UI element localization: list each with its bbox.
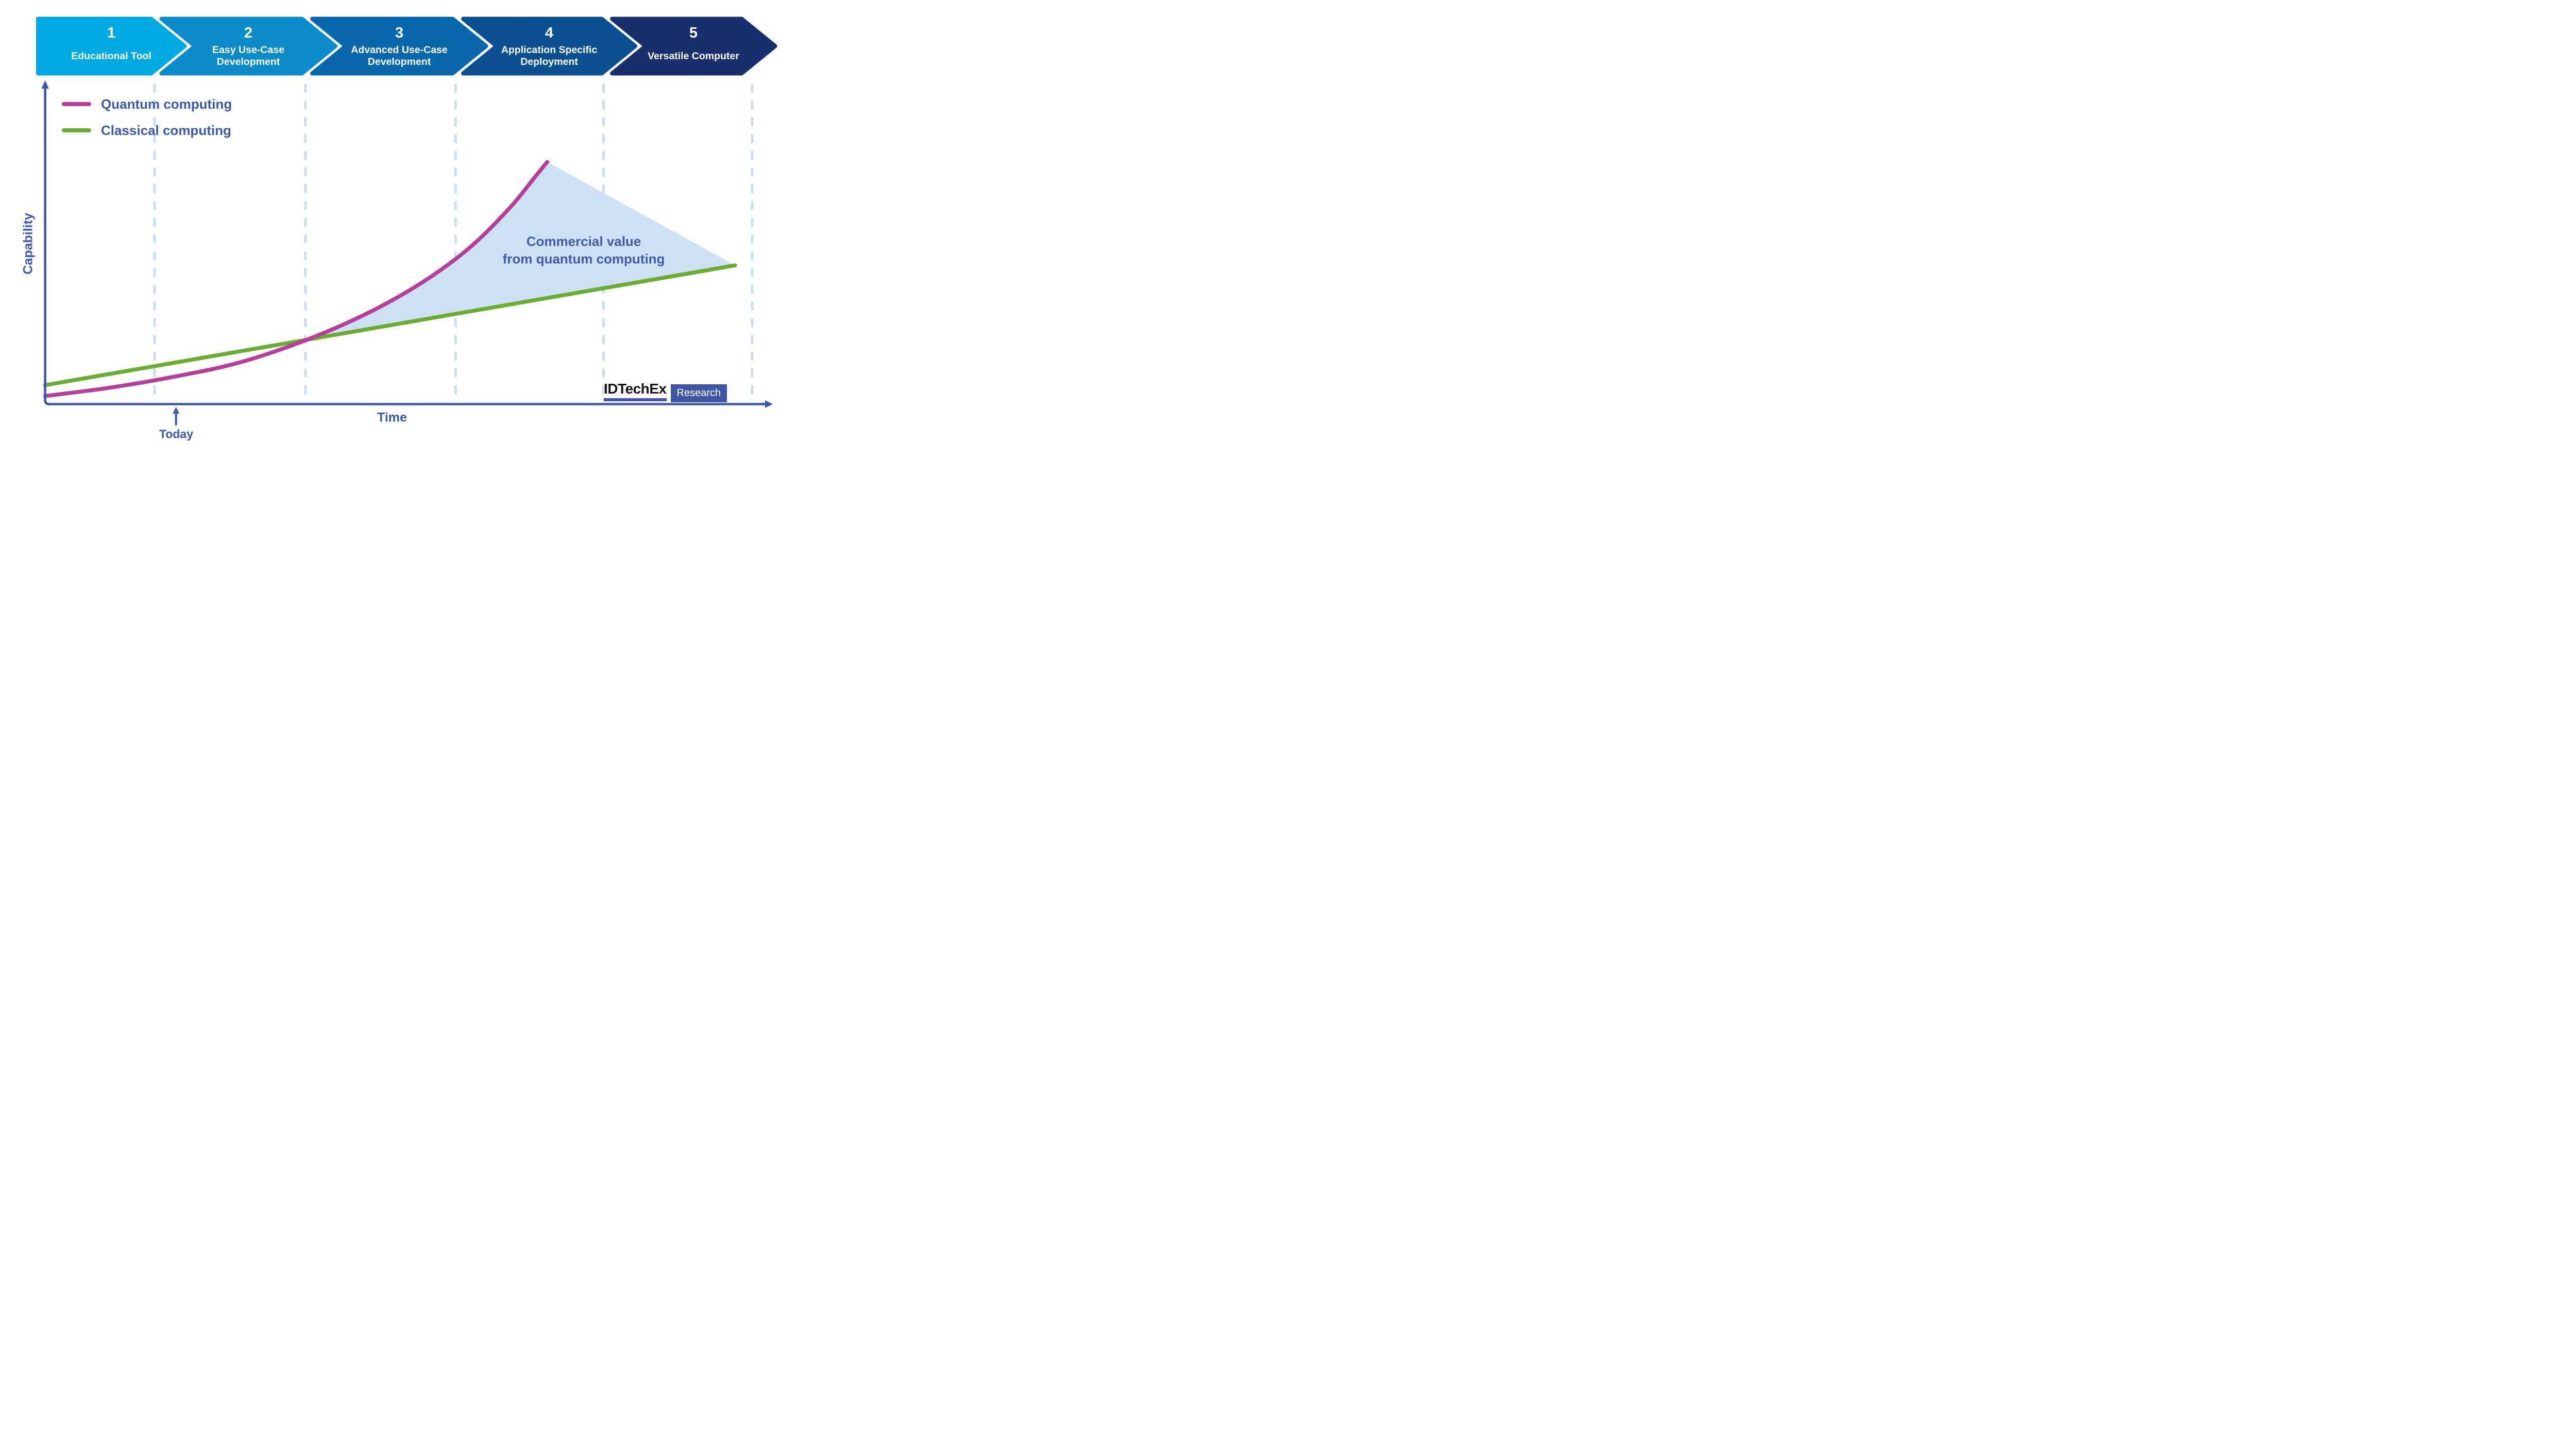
idtechex-logo-brand: IDTechEx (604, 381, 667, 397)
idtechex-logo: IDTechEx Research (604, 382, 727, 402)
legend-label-classical: Classical computing (101, 122, 231, 138)
quantum-computing-curve (43, 160, 550, 398)
stage-3-chevron (310, 16, 488, 76)
stage-5-chevron (610, 16, 777, 76)
classical-computing-line (43, 263, 737, 387)
stage-4-chevron (461, 16, 637, 76)
idtechex-logo-underline (604, 398, 667, 401)
today-label: Today (159, 427, 194, 441)
idtechex-logo-brand-wrap: IDTechEx (604, 382, 667, 401)
commercial-value-region (303, 162, 735, 341)
chart-canvas (36, 16, 777, 425)
legend-item-classical: Classical computing (62, 123, 231, 138)
today-arrow-head (173, 407, 180, 414)
legend-swatch-quantum (62, 102, 91, 106)
stage-1-chevron (36, 16, 187, 76)
y-axis-arrowhead (41, 80, 49, 89)
y-axis-label: Capability (21, 213, 36, 275)
stage-2-chevron (159, 16, 337, 76)
idtechex-logo-research-box: Research (670, 384, 727, 402)
legend-item-quantum: Quantum computing (62, 96, 232, 112)
value-region-annotation: Commercial value from quantum computing (502, 233, 665, 267)
legend-label-quantum: Quantum computing (101, 96, 232, 112)
x-axis-arrowhead (765, 400, 773, 408)
x-axis-label: Time (377, 410, 407, 425)
axes-lines (44, 88, 766, 405)
legend-swatch-classical (62, 128, 91, 132)
figure-quantum-roadmap: 1 Educational Tool 2 Easy Use-Case Devel… (0, 0, 798, 449)
